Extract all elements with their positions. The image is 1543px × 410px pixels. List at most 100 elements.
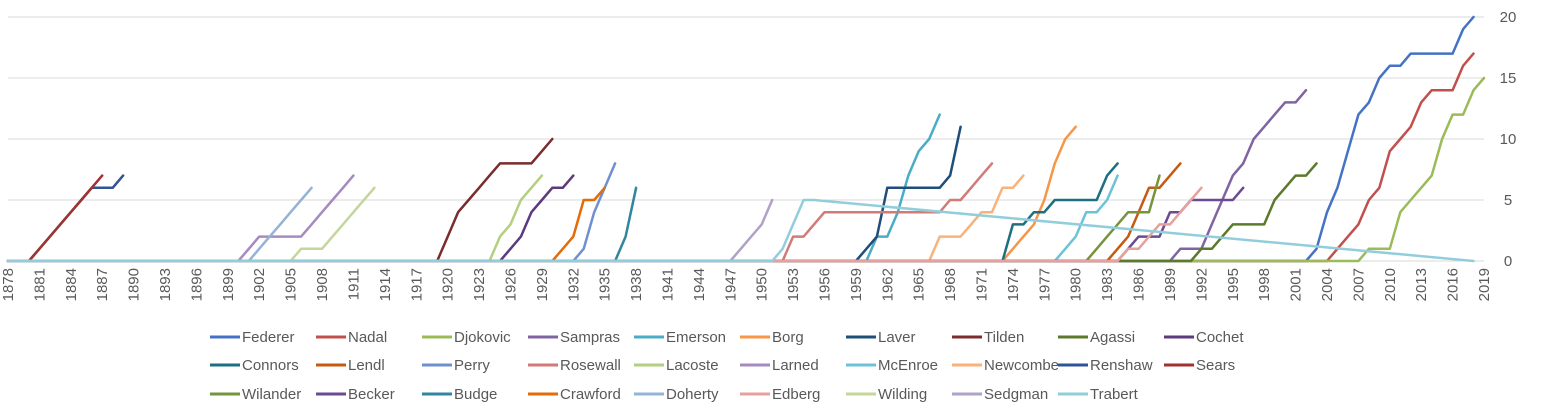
series-line-tilden bbox=[6, 137, 554, 263]
x-tick-label: 1995 bbox=[1225, 268, 1242, 301]
x-tick-label: 1983 bbox=[1099, 268, 1116, 301]
x-tick-label: 1932 bbox=[565, 268, 582, 301]
x-tick-label: 1992 bbox=[1193, 268, 1210, 301]
x-tick-label: 1956 bbox=[817, 268, 834, 301]
x-tick-label: 2013 bbox=[1413, 268, 1430, 301]
x-tick-label: 2010 bbox=[1382, 268, 1399, 301]
legend-label: Sampras bbox=[560, 329, 620, 346]
series-line-emerson bbox=[6, 113, 941, 263]
legend-label: Wilander bbox=[242, 386, 301, 403]
x-tick-label: 1953 bbox=[785, 268, 802, 301]
series-line-borg bbox=[6, 125, 1077, 263]
legend-label: Budge bbox=[454, 386, 497, 403]
series-line-agassi bbox=[6, 162, 1318, 263]
series-line-sedgman bbox=[6, 198, 774, 263]
legend-label: Connors bbox=[242, 357, 299, 374]
legend-label: Crawford bbox=[560, 386, 621, 403]
y-tick-label: 15 bbox=[1500, 70, 1517, 87]
legend-label: Cochet bbox=[1196, 329, 1244, 346]
legend-label: Becker bbox=[348, 386, 395, 403]
x-tick-label: 1887 bbox=[94, 268, 111, 301]
x-tick-label: 1974 bbox=[1005, 268, 1022, 301]
x-tick-label: 2001 bbox=[1288, 268, 1305, 301]
x-tick-label: 1896 bbox=[188, 268, 205, 301]
legend-label: Djokovic bbox=[454, 329, 511, 346]
series-line-laver bbox=[6, 125, 962, 263]
y-tick-label: 5 bbox=[1504, 192, 1512, 209]
y-tick-label: 20 bbox=[1500, 9, 1517, 26]
series-line-trabert bbox=[6, 198, 1475, 263]
series-line-cochet bbox=[6, 174, 575, 263]
x-tick-label: 1914 bbox=[377, 268, 394, 301]
legend-label: Perry bbox=[454, 357, 490, 374]
series-line-newcombe bbox=[6, 174, 1025, 263]
x-tick-label: 1965 bbox=[911, 268, 928, 301]
series-line-rosewall bbox=[6, 162, 994, 263]
legend: Federer Nadal Djokovic Sampras Emerson Borg La… bbox=[210, 329, 1244, 403]
x-tick-label: 2019 bbox=[1476, 268, 1493, 301]
x-tick-label: 1935 bbox=[597, 268, 614, 301]
series-line-wilding bbox=[6, 186, 376, 263]
x-tick-label: 2004 bbox=[1319, 268, 1336, 301]
legend-label: Nadal bbox=[348, 329, 387, 346]
legend-label: Emerson bbox=[666, 329, 726, 346]
legend-label: Federer bbox=[242, 329, 295, 346]
series-line-wilander bbox=[6, 174, 1161, 263]
series-line-sears bbox=[6, 174, 104, 263]
x-tick-label: 1902 bbox=[251, 268, 268, 301]
x-tick-label: 1971 bbox=[974, 268, 991, 301]
series-line-lacoste bbox=[6, 174, 544, 263]
x-tick-label: 1926 bbox=[502, 268, 519, 301]
x-tick-label: 1884 bbox=[63, 268, 80, 301]
legend-label: Borg bbox=[772, 329, 804, 346]
x-tick-label: 1893 bbox=[157, 268, 174, 301]
x-tick-label: 1944 bbox=[691, 268, 708, 301]
x-tick-label: 1899 bbox=[220, 268, 237, 301]
y-tick-label: 10 bbox=[1500, 131, 1517, 148]
legend-label: McEnroe bbox=[878, 357, 938, 374]
legend-label: Larned bbox=[772, 357, 819, 374]
x-tick-label: 1968 bbox=[942, 268, 959, 301]
legend-label: Lacoste bbox=[666, 357, 719, 374]
y-axis-ticks: 0 5 10 15 20 bbox=[1500, 9, 1517, 270]
x-tick-label: 1878 bbox=[0, 268, 17, 301]
legend-label: Wilding bbox=[878, 386, 927, 403]
x-tick-label: 1929 bbox=[534, 268, 551, 301]
series-line-doherty bbox=[6, 186, 313, 263]
x-tick-label: 1908 bbox=[314, 268, 331, 301]
x-tick-label: 1980 bbox=[1068, 268, 1085, 301]
x-tick-label: 1998 bbox=[1256, 268, 1273, 301]
legend-label: Newcombe bbox=[984, 357, 1059, 374]
x-tick-label: 1941 bbox=[659, 268, 676, 301]
series-line-djokovic bbox=[6, 76, 1486, 263]
x-tick-label: 1920 bbox=[440, 268, 457, 301]
x-tick-label: 1989 bbox=[1162, 268, 1179, 301]
x-tick-label: 1947 bbox=[722, 268, 739, 301]
x-tick-label: 1950 bbox=[754, 268, 771, 301]
legend-label: Agassi bbox=[1090, 329, 1135, 346]
series-line-federer bbox=[6, 15, 1475, 263]
legend-label: Rosewall bbox=[560, 357, 621, 374]
x-tick-label: 1917 bbox=[408, 268, 425, 301]
legend-label: Doherty bbox=[666, 386, 719, 403]
x-tick-label: 1959 bbox=[848, 268, 865, 301]
x-tick-label: 1890 bbox=[126, 268, 143, 301]
x-tick-label: 1905 bbox=[283, 268, 300, 301]
legend-label: Lendl bbox=[348, 357, 385, 374]
legend-label: Laver bbox=[878, 329, 916, 346]
y-tick-label: 0 bbox=[1504, 253, 1512, 270]
legend-label: Sears bbox=[1196, 357, 1235, 374]
x-tick-label: 1986 bbox=[1131, 268, 1148, 301]
legend-label: Tilden bbox=[984, 329, 1024, 346]
series-line-connors bbox=[6, 162, 1119, 263]
series-line-larned bbox=[6, 174, 355, 263]
series-lines bbox=[6, 15, 1486, 263]
x-tick-label: 2016 bbox=[1445, 268, 1462, 301]
series-line-sampras bbox=[6, 88, 1308, 263]
legend-label: Edberg bbox=[772, 386, 820, 403]
legend-label: Sedgman bbox=[984, 386, 1048, 403]
x-tick-label: 1977 bbox=[1036, 268, 1053, 301]
legend-label: Trabert bbox=[1090, 386, 1139, 403]
series-line-nadal bbox=[6, 52, 1475, 263]
